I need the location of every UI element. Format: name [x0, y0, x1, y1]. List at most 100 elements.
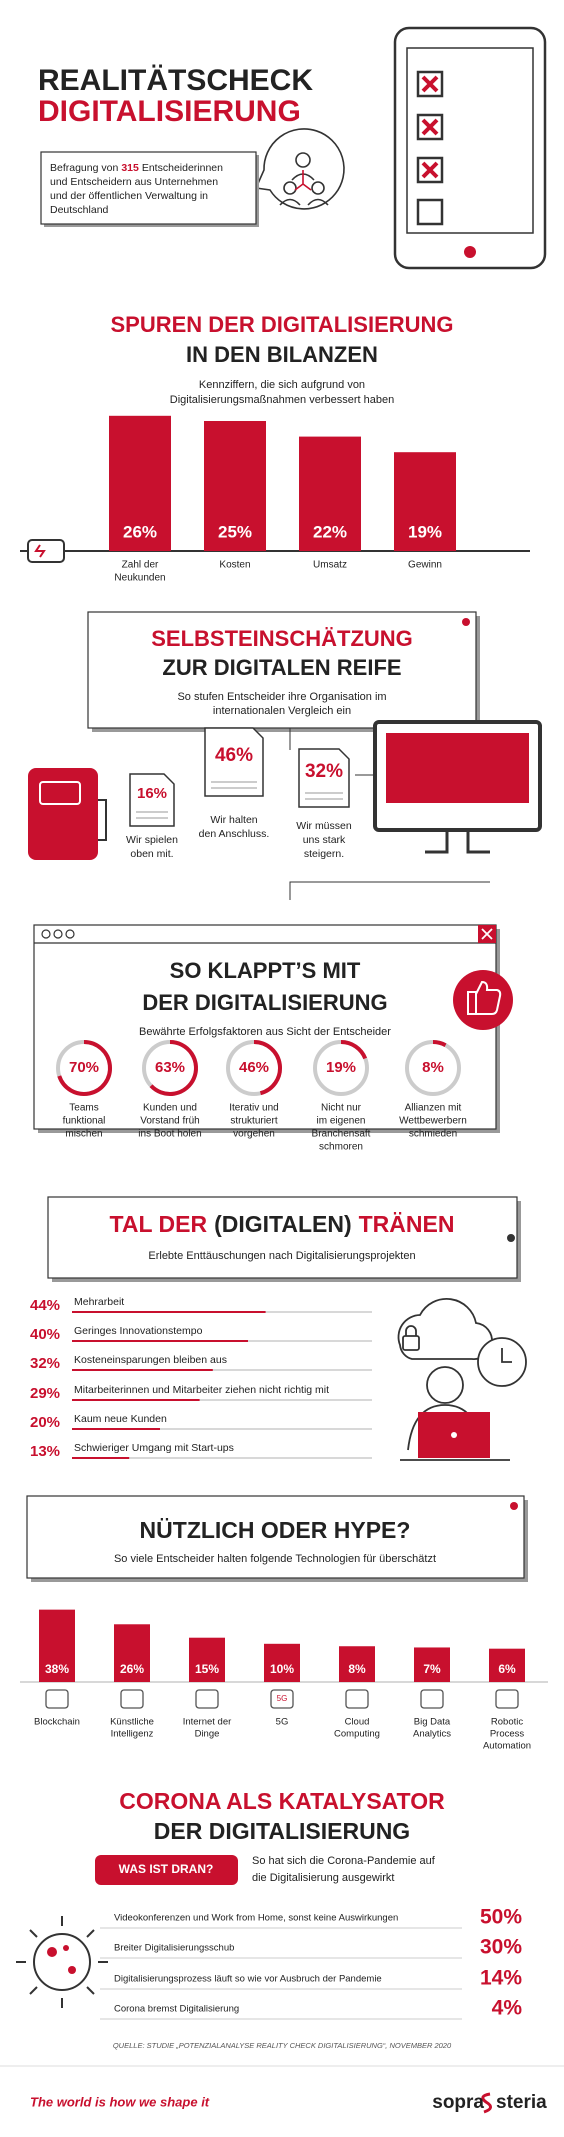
badge-text: WAS IST DRAN?: [119, 1862, 214, 1876]
tech-icon: [45, 1689, 69, 1709]
caption: ins Boot holen: [138, 1129, 201, 1140]
value-label: 16%: [137, 785, 167, 802]
subtitle: So viele Entscheider halten folgende Tec…: [114, 1553, 436, 1565]
logo: sopra: [432, 2092, 484, 2113]
intro-text: Befragung von: [50, 162, 118, 174]
tech-icon: [120, 1689, 144, 1709]
dot: [507, 1234, 515, 1242]
section-title: DER DIGITALISIERUNG: [142, 990, 387, 1015]
caption: Vorstand früh: [140, 1116, 199, 1127]
window-bar-part: [41, 929, 51, 939]
bar: [339, 1646, 375, 1682]
value-label: 8%: [348, 1662, 366, 1676]
item-label: Mehrarbeit: [74, 1296, 124, 1308]
value-label: 13%: [30, 1443, 60, 1460]
item-label: Kosteneinsparungen bleiben aus: [74, 1354, 227, 1366]
subtitle: So stufen Entscheider ihre Organisation …: [177, 691, 386, 703]
category-label: Neukunden: [114, 573, 165, 584]
category-label: 5G: [276, 1717, 289, 1728]
item-label: Schwieriger Umgang mit Start-ups: [74, 1442, 234, 1454]
bar: [204, 421, 266, 551]
tech-icon: [420, 1689, 444, 1709]
caption: schmieden: [409, 1129, 457, 1140]
value-label: 7%: [423, 1662, 441, 1676]
subtitle: Digitalisierungsmaßnahmen verbessert hab…: [170, 394, 394, 406]
tech-icon: [345, 1689, 369, 1709]
connector: [289, 728, 375, 776]
caption: Allianzen mit: [405, 1103, 462, 1114]
worker-icon-part: [426, 1366, 464, 1404]
thumb-icon-part: [453, 970, 513, 1030]
ring-value: [340, 1040, 368, 1060]
bar: [264, 1643, 300, 1682]
phone-icon-part: [416, 70, 444, 98]
value-label: 26%: [120, 1662, 144, 1676]
category-label: Computing: [334, 1729, 380, 1740]
intro: die Digitalisierung ausgewirkt: [252, 1872, 394, 1884]
caption: Wir spielen: [126, 834, 178, 846]
virus-icon-part: [68, 1966, 76, 1974]
connector: [289, 881, 490, 900]
dot: [462, 618, 470, 626]
title-part: (DIGITALEN): [214, 1211, 352, 1237]
phone-icon-part: [416, 156, 444, 184]
category-label: Zahl der: [122, 560, 159, 571]
caption: Branchensaft: [312, 1129, 371, 1140]
value-label: 8%: [422, 1059, 444, 1076]
section-title: TAL DER (DIGITALEN) TRÄNEN: [110, 1211, 455, 1237]
value-label: 25%: [218, 522, 252, 541]
virus-icon-part: [47, 1947, 57, 1957]
value-label: 22%: [313, 522, 347, 541]
value-label: 70%: [69, 1059, 99, 1076]
section-title: CORONA ALS KATALYSATOR: [119, 1788, 445, 1814]
value-label: 10%: [270, 1662, 294, 1676]
monitor-icon: [373, 720, 542, 854]
category-label: Künstliche: [110, 1717, 154, 1728]
worker-icon-part: [397, 1298, 494, 1360]
item-label: Corona bremst Digitalisierung: [114, 2004, 239, 2015]
icon-text: 5G: [277, 1694, 288, 1703]
title-part: TRÄNEN: [359, 1211, 455, 1237]
window-bar-part: [53, 929, 63, 939]
subtitle: internationalen Vergleich ein: [213, 705, 351, 717]
caption: oben mit.: [130, 848, 173, 860]
item-label: Geringes Innovationstempo: [74, 1325, 203, 1337]
section-title: SPUREN DER DIGITALISIERUNG: [110, 312, 453, 337]
value-label: 29%: [30, 1385, 60, 1402]
section-title: DER DIGITALISIERUNG: [154, 1818, 410, 1844]
people-bubble-part: [283, 181, 297, 195]
reife-box: [87, 611, 477, 729]
caption: vorgehen: [233, 1129, 275, 1140]
title: DIGITALISIERUNG: [38, 95, 301, 128]
virus-icon-part: [16, 1916, 108, 2008]
value-label: 38%: [45, 1662, 69, 1676]
section-title: SELBSTEINSCHÄTZUNG: [151, 626, 413, 651]
value-label: 50%: [480, 1906, 522, 1929]
value-label: 32%: [305, 761, 343, 782]
bar: [39, 1609, 75, 1682]
subtitle: Kennziffern, die sich aufgrund von: [199, 379, 365, 391]
section-title: IN DEN BILANZEN: [186, 342, 378, 367]
category-label: Automation: [483, 1741, 531, 1752]
logo: steria: [496, 2092, 547, 2113]
window-bar-part: [481, 928, 493, 940]
caption: schmoren: [319, 1142, 363, 1153]
value-label: 4%: [492, 1997, 523, 2020]
subtitle: Bewährte Erfolgsfaktoren aus Sicht der E…: [139, 1026, 391, 1038]
worker-icon-part: [501, 1348, 512, 1363]
document: [129, 773, 175, 827]
caption: uns stark: [303, 834, 346, 846]
caption: Wir halten: [210, 814, 257, 826]
phone-icon-part: [416, 113, 444, 141]
title-part: TAL DER: [110, 1211, 208, 1237]
value-label: 40%: [30, 1326, 60, 1343]
plug-icon-part: [34, 544, 46, 558]
category-label: Dinge: [195, 1729, 220, 1740]
window-bar-part: [65, 929, 75, 939]
intro: Befragung von 315 Entscheiderinnen: [50, 162, 223, 174]
device-icon-part: [39, 781, 81, 805]
caption: Nicht nur: [321, 1103, 362, 1114]
